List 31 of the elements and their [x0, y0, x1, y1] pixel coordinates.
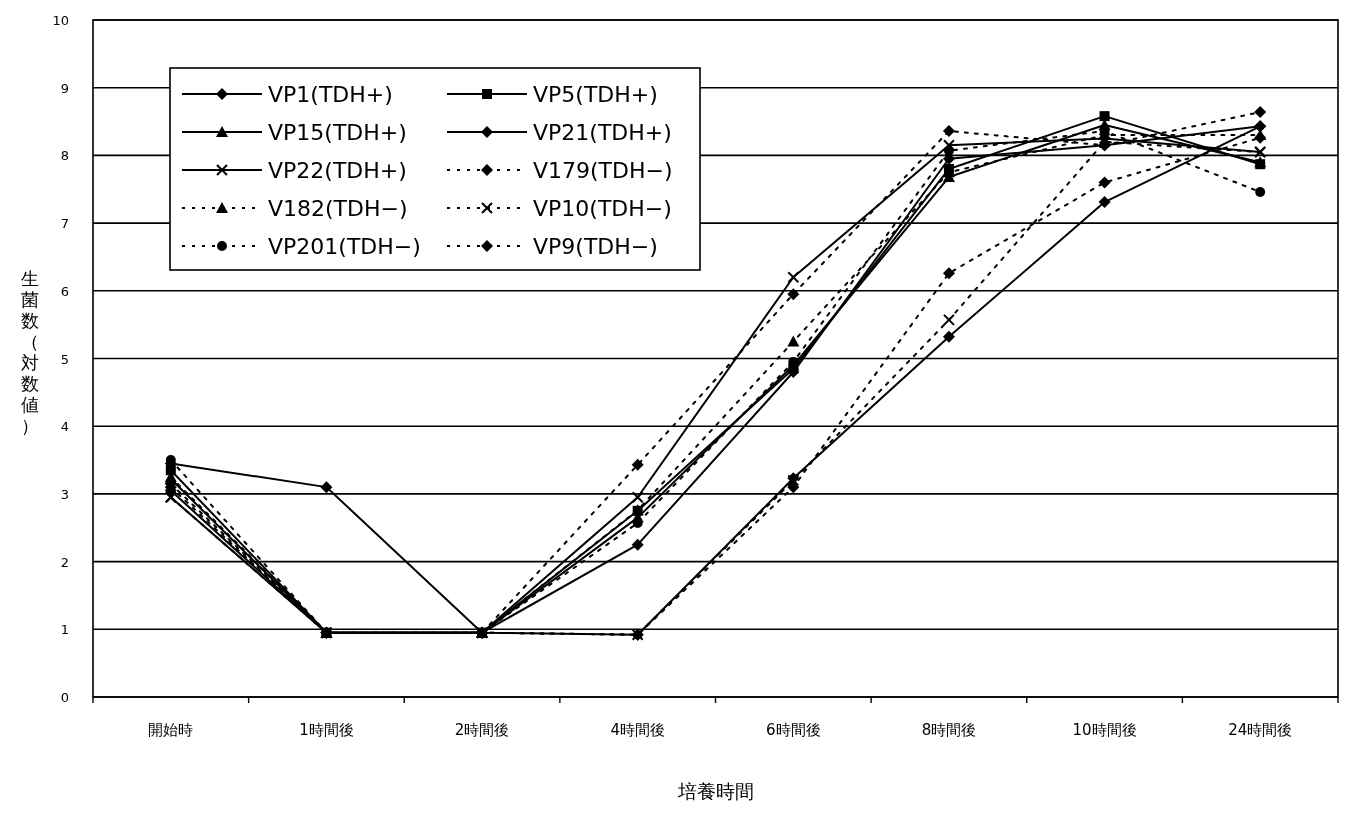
y-tick-label: 9: [60, 80, 69, 96]
legend-label: VP22(TDH+): [268, 158, 407, 183]
y-tick-label: 6: [60, 283, 69, 299]
x-tick-label: 1時間後: [299, 721, 354, 739]
y-tick-label: 3: [60, 486, 69, 502]
y-tick-label: 2: [60, 554, 69, 570]
y-tick-label: 1: [60, 622, 69, 638]
x-tick-label: 6時間後: [766, 721, 821, 739]
y-tick-label: 10: [52, 13, 69, 28]
y-axis-title: 生菌数（対数値）: [21, 268, 39, 436]
y-tick-label: 8: [60, 148, 69, 164]
legend-label: VP21(TDH+): [533, 120, 672, 145]
x-tick-label: 4時間後: [610, 721, 665, 739]
x-tick-label: 2時間後: [454, 721, 510, 739]
y-tick-label: 0: [60, 690, 69, 705]
legend-label: VP10(TDH−): [533, 196, 672, 221]
legend-label: VP1(TDH+): [268, 82, 393, 107]
y-tick-label: 4: [60, 419, 69, 435]
x-axis-title: 培養時間: [676, 780, 754, 802]
y-tick-label: 5: [60, 351, 69, 367]
x-tick-label: 10時間後: [1072, 721, 1137, 739]
legend-label: V179(TDH−): [533, 158, 673, 183]
legend-label: VP5(TDH+): [533, 82, 658, 107]
x-tick-label: 開始時: [148, 721, 194, 739]
x-tick-label: 24時間後: [1228, 721, 1293, 739]
y-tick-label: 7: [60, 216, 69, 232]
legend-label: VP201(TDH−): [268, 234, 421, 259]
legend-label: V182(TDH−): [268, 196, 408, 221]
legend-label: VP9(TDH−): [533, 234, 658, 259]
x-tick-label: 8時間後: [921, 721, 977, 739]
legend-label: VP15(TDH+): [268, 120, 407, 145]
